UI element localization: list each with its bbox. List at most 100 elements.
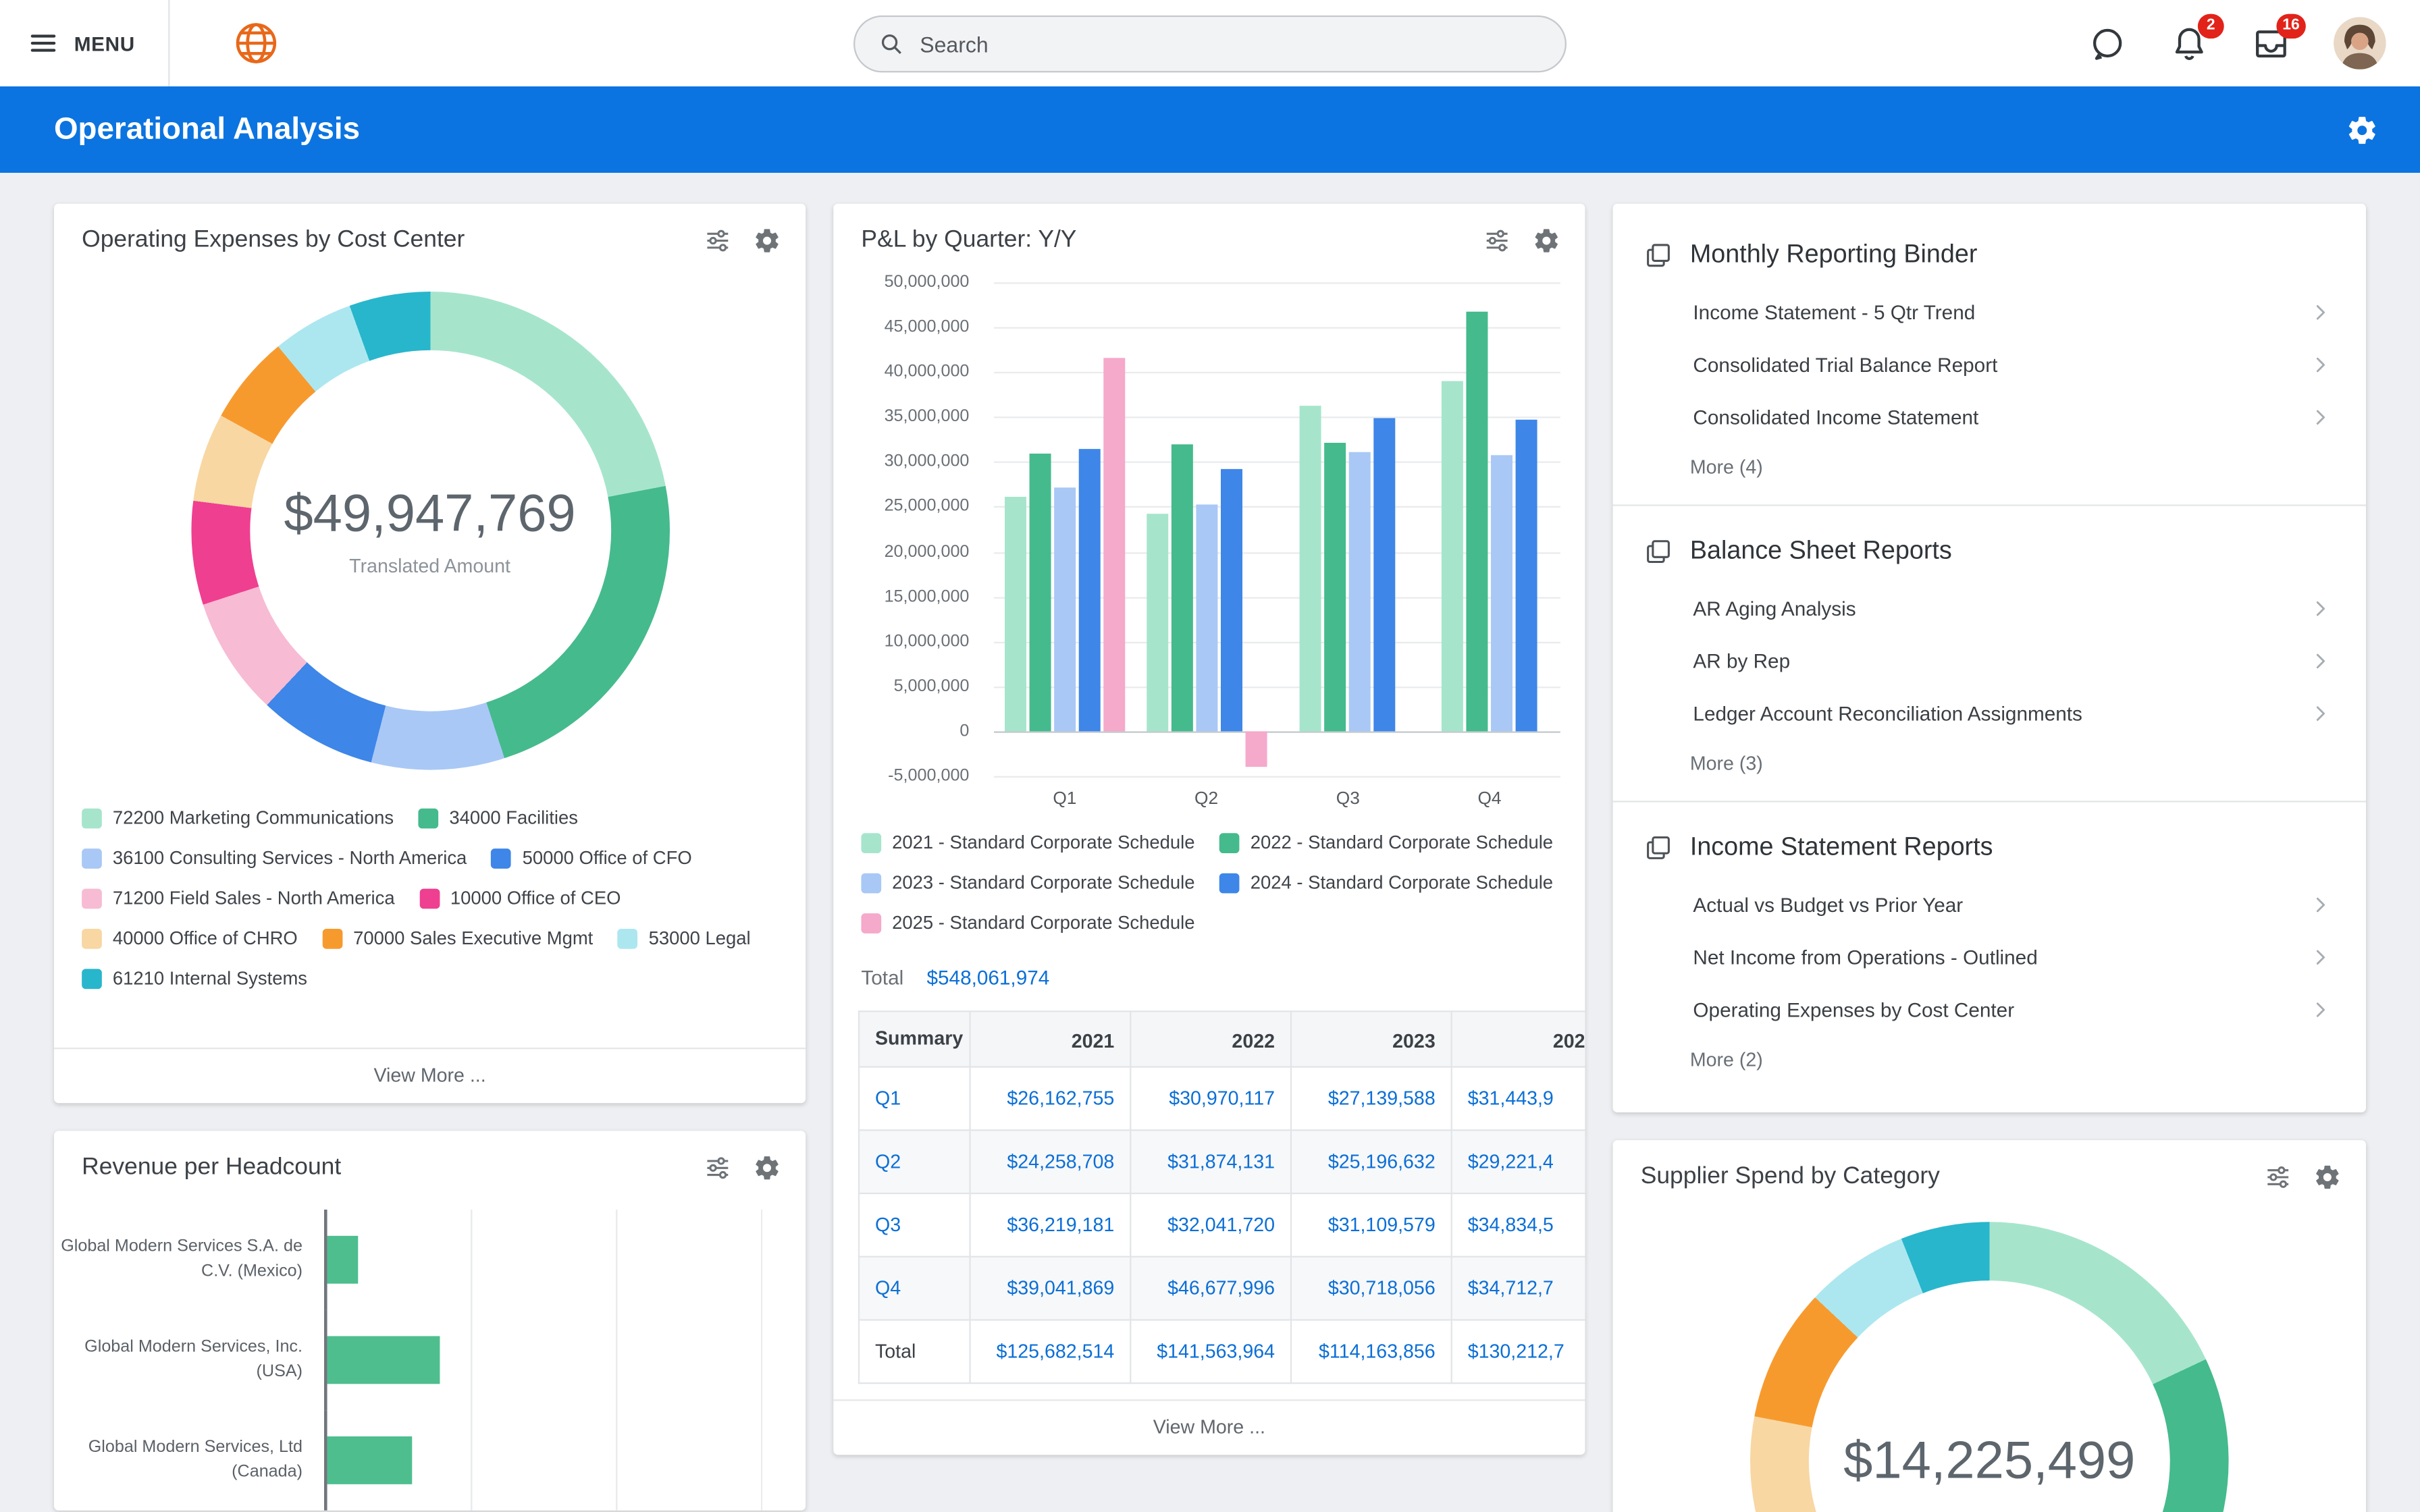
bar[interactable]	[327, 1336, 440, 1384]
pnl-bar[interactable]	[1515, 419, 1537, 732]
pnl-bar[interactable]	[1374, 418, 1396, 732]
section-title: Monthly Reporting Binder	[1689, 240, 1978, 269]
gear-icon[interactable]	[753, 1154, 781, 1182]
amount-link[interactable]: $29,221,4	[1450, 1129, 1585, 1194]
bar[interactable]	[327, 1436, 413, 1484]
amount-link[interactable]: $46,677,996	[1130, 1256, 1292, 1321]
amount-link[interactable]: $39,041,869	[969, 1256, 1132, 1321]
y-axis-label: 20,000,000	[884, 542, 970, 561]
report-link[interactable]: AR by Rep	[1690, 634, 2335, 686]
pnl-bar[interactable]	[1244, 731, 1267, 767]
amount-link[interactable]: $34,834,5	[1450, 1192, 1585, 1258]
filter-icon[interactable]	[1483, 227, 1511, 254]
view-more-button[interactable]: View More ...	[833, 1399, 1585, 1455]
gridline	[994, 462, 1560, 464]
report-link[interactable]: Ledger Account Reconciliation Assignment…	[1690, 686, 2335, 739]
pnl-bar[interactable]	[1195, 505, 1217, 732]
report-link[interactable]: Operating Expenses by Cost Center	[1690, 983, 2335, 1035]
report-link[interactable]: Consolidated Income Statement	[1690, 390, 2335, 443]
amount-link[interactable]: $30,718,056	[1290, 1256, 1452, 1321]
amount-link[interactable]: $32,041,720	[1130, 1192, 1292, 1258]
view-more-button[interactable]: View More ...	[54, 1048, 806, 1103]
table-total-row: Total $125,682,514 $141,563,964 $114,163,85…	[858, 1319, 1585, 1384]
legend-swatch	[491, 848, 512, 868]
report-link[interactable]: Income Statement - 5 Qtr Trend	[1690, 286, 2335, 338]
more-link[interactable]: More (3)	[1689, 753, 1763, 775]
amount-link[interactable]: $114,163,856	[1290, 1319, 1452, 1384]
period-link[interactable]: Q4	[858, 1256, 971, 1321]
amount-link[interactable]: $25,196,632	[1290, 1129, 1452, 1194]
gridline	[994, 506, 1560, 509]
period-link[interactable]: Q3	[858, 1192, 971, 1258]
pnl-bar[interactable]	[1004, 496, 1026, 732]
y-axis-label: 5,000,000	[893, 677, 970, 696]
total-value[interactable]: $548,061,974	[926, 965, 1050, 990]
report-link[interactable]: Consolidated Trial Balance Report	[1690, 338, 2335, 391]
gear-icon[interactable]	[753, 227, 781, 254]
pnl-bar[interactable]	[1325, 443, 1347, 732]
period-link[interactable]: Q2	[858, 1129, 971, 1194]
legend-item: 10000 Office of CEO	[419, 887, 621, 909]
filter-icon[interactable]	[2264, 1163, 2292, 1191]
report-link[interactable]: Actual vs Budget vs Prior Year	[1690, 878, 2335, 931]
amount-link[interactable]: $31,874,131	[1130, 1129, 1292, 1194]
pnl-bar[interactable]	[1220, 468, 1242, 732]
chevron-right-icon	[2309, 649, 2332, 672]
gear-icon[interactable]	[2313, 1163, 2341, 1191]
pnl-table: Summary Period2021202220232024Q1$26,162,…	[858, 1010, 1585, 1384]
report-links: Actual vs Budget vs Prior Year Net Incom…	[1643, 878, 2335, 1035]
filter-icon[interactable]	[704, 227, 731, 254]
legend-swatch	[419, 888, 440, 909]
report-link-label: AR by Rep	[1693, 649, 1791, 672]
pnl-bar[interactable]	[1349, 452, 1371, 732]
report-link[interactable]: Net Income from Operations - Outlined	[1690, 930, 2335, 983]
pnl-bar[interactable]	[1300, 406, 1322, 732]
amount-link[interactable]: $31,443,9	[1450, 1066, 1585, 1131]
search-input[interactable]	[920, 31, 1542, 57]
legend-label: 2022 - Standard Corporate Schedule	[1250, 832, 1554, 853]
amount-link[interactable]: $24,258,708	[969, 1129, 1132, 1194]
pnl-bar[interactable]	[1029, 453, 1051, 732]
amount-link[interactable]: $125,682,514	[969, 1319, 1132, 1384]
amount-link[interactable]: $36,219,181	[969, 1192, 1132, 1258]
globe-logo[interactable]	[232, 18, 282, 68]
amount-link[interactable]: $27,139,588	[1290, 1066, 1452, 1131]
amount-link[interactable]: $31,109,579	[1290, 1192, 1452, 1258]
pnl-bar[interactable]	[1466, 312, 1488, 732]
pnl-bar[interactable]	[1103, 358, 1126, 732]
hbar-row: Global Modern Services S.A. de C.V. (Mex…	[54, 1210, 779, 1310]
pnl-bar[interactable]	[1442, 381, 1464, 732]
menu-button[interactable]: MENU	[0, 0, 169, 86]
inbox-icon	[2256, 30, 2286, 57]
pnl-total: Total $548,061,974	[833, 946, 1585, 989]
section-title: Income Statement Reports	[1689, 833, 1993, 861]
legend-label: 50000 Office of CFO	[522, 846, 692, 869]
pnl-bar[interactable]	[1491, 455, 1513, 732]
report-link[interactable]: AR Aging Analysis	[1690, 582, 2335, 634]
total-label: Total	[861, 965, 904, 990]
inbox-button[interactable]: 16	[2252, 13, 2306, 62]
amount-link[interactable]: $130,212,7	[1450, 1319, 1585, 1384]
more-link[interactable]: More (2)	[1689, 1049, 1763, 1071]
pnl-bar[interactable]	[1078, 449, 1101, 732]
page-settings-button[interactable]	[2346, 113, 2378, 146]
chevron-right-icon	[2309, 998, 2332, 1021]
pnl-bar[interactable]	[1146, 513, 1168, 732]
chevron-right-icon	[2309, 352, 2332, 375]
avatar[interactable]	[2334, 17, 2386, 70]
card-report-lists: Monthly Reporting Binder Income Statemen…	[1612, 203, 2367, 1113]
gear-icon[interactable]	[1533, 227, 1560, 254]
amount-link[interactable]: $30,970,117	[1130, 1066, 1292, 1131]
filter-icon[interactable]	[704, 1154, 731, 1182]
search-bar[interactable]	[853, 15, 1567, 73]
amount-link[interactable]: $141,563,964	[1130, 1319, 1292, 1384]
amount-link[interactable]: $34,712,7	[1450, 1256, 1585, 1321]
amount-link[interactable]: $26,162,755	[969, 1066, 1132, 1131]
more-link[interactable]: More (4)	[1689, 456, 1763, 479]
chat-button[interactable]	[2088, 24, 2127, 62]
pnl-bar[interactable]	[1053, 487, 1076, 732]
period-link[interactable]: Q1	[858, 1066, 971, 1131]
bar[interactable]	[327, 1235, 359, 1284]
notifications-button[interactable]: 2	[2170, 13, 2224, 62]
pnl-bar[interactable]	[1171, 445, 1193, 732]
